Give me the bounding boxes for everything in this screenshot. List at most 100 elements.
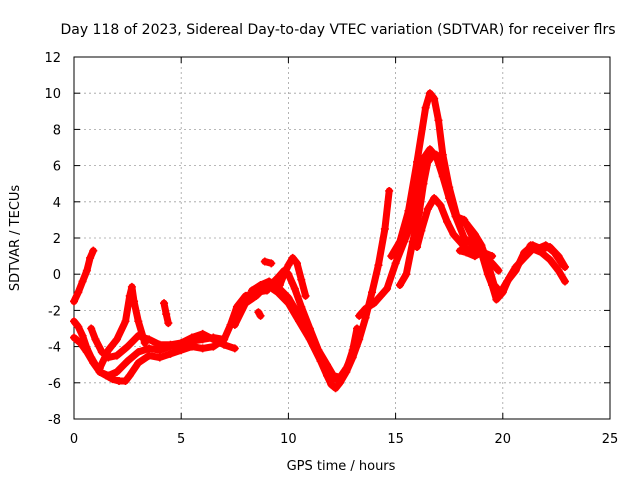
data-point (292, 259, 301, 268)
data-point (355, 311, 364, 320)
chart-title: Day 118 of 2023, Sidereal Day-to-day VTE… (60, 22, 615, 38)
data-point (335, 373, 344, 382)
data-point (241, 299, 250, 308)
y-tick-label: 0 (53, 268, 61, 283)
data-point (455, 237, 464, 246)
data-point (541, 241, 550, 250)
data-point (198, 344, 207, 353)
data-point (76, 338, 85, 347)
data-point (112, 367, 121, 376)
data-point (395, 237, 404, 246)
data-point (252, 291, 261, 300)
data-point (387, 252, 396, 261)
data-point (462, 219, 471, 228)
data-point (462, 248, 471, 257)
data-point (488, 252, 497, 261)
ticks (73, 56, 611, 420)
data-point (164, 319, 173, 328)
data-point (209, 342, 218, 351)
data-point (104, 371, 113, 380)
data-point (260, 257, 269, 266)
data-point (496, 288, 505, 297)
data-point (477, 248, 486, 257)
y-tick-labels: -8 -6 -4 -2 0 2 4 6 8 10 12 (44, 51, 61, 428)
data-point (86, 253, 95, 262)
data-point (428, 152, 437, 161)
series-arc-11 (260, 257, 276, 268)
data-point (198, 329, 207, 338)
x-tick-label: 0 (70, 432, 78, 447)
data-point (554, 266, 563, 275)
data-point (451, 212, 460, 221)
data-point (160, 299, 169, 308)
data-point (134, 348, 143, 357)
x-tick-label: 5 (177, 432, 185, 447)
data-point (305, 324, 314, 333)
data-point (82, 266, 91, 275)
data-point (423, 205, 432, 214)
data-point (436, 201, 445, 210)
data-point (87, 324, 96, 333)
data-point (230, 344, 239, 353)
data-point (430, 94, 439, 103)
data-point (247, 286, 256, 295)
y-tick-label: 12 (44, 51, 61, 66)
data-point (112, 351, 121, 360)
data-point (232, 302, 241, 311)
series-trace (520, 241, 567, 269)
data-point (494, 266, 503, 275)
y-tick-label: 6 (53, 160, 61, 175)
data-point (123, 342, 132, 351)
data-point (419, 179, 428, 188)
data-point (460, 234, 469, 242)
data-point (280, 270, 289, 279)
data-point (560, 277, 569, 286)
data-point (545, 255, 554, 264)
y-tick-label: -6 (48, 377, 61, 392)
data-point (284, 293, 293, 302)
data-point (82, 348, 91, 357)
data-point (70, 297, 78, 306)
data-point (134, 317, 143, 326)
data-point (322, 360, 331, 369)
data-point (395, 281, 404, 290)
data-point (404, 206, 413, 215)
data-point (470, 252, 479, 261)
data-point (432, 150, 441, 159)
data-point (370, 299, 379, 308)
data-point (70, 317, 78, 326)
y-tick-label: -2 (48, 304, 61, 319)
series-arc-1 (70, 246, 98, 306)
data-point (417, 226, 426, 235)
data-point (125, 371, 134, 380)
x-tick-label: 20 (495, 432, 512, 447)
data-point (155, 353, 164, 362)
data-point (329, 371, 338, 380)
data-point (256, 311, 265, 320)
data-point (526, 241, 535, 250)
data-point (95, 364, 104, 373)
data-point (413, 157, 422, 166)
data-point (402, 270, 411, 279)
data-point (290, 284, 299, 293)
data-point (353, 324, 362, 333)
data-point (368, 288, 377, 297)
y-tick-label: 10 (44, 87, 61, 102)
y-tick-label: 4 (53, 196, 61, 211)
data-point (241, 291, 250, 300)
series-layer (70, 89, 569, 393)
data-point (361, 304, 370, 313)
data-point (511, 266, 520, 275)
data-point (413, 243, 422, 252)
series-trace (456, 247, 485, 260)
data-point (74, 288, 83, 297)
data-point (314, 346, 323, 355)
data-point (455, 246, 464, 255)
y-tick-label: 2 (53, 232, 61, 247)
data-point (492, 295, 501, 304)
data-point (423, 157, 432, 166)
data-point (288, 253, 297, 262)
y-tick-label: 8 (53, 123, 61, 138)
data-point (348, 349, 357, 358)
data-point (130, 297, 139, 306)
